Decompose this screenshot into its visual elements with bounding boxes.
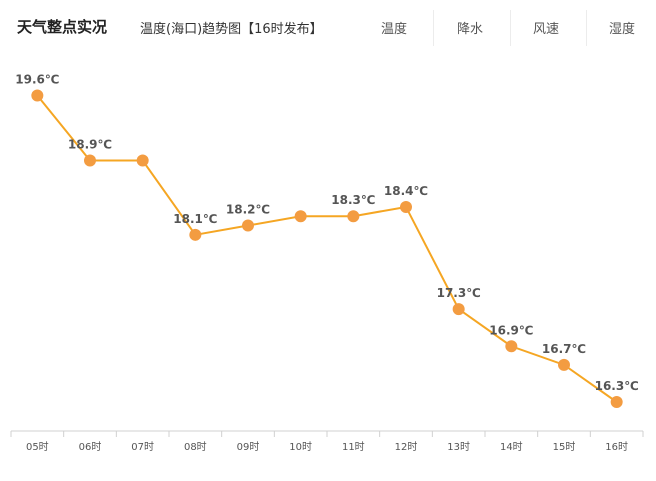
data-point bbox=[31, 89, 44, 102]
data-point bbox=[242, 219, 254, 232]
x-tick-label: 16时 bbox=[605, 441, 628, 453]
tab-wind-speed[interactable]: 风速 bbox=[533, 22, 560, 37]
x-tick-label: 09时 bbox=[237, 441, 260, 453]
x-tick-label: 10时 bbox=[289, 441, 312, 453]
data-label: 16.3℃ bbox=[595, 379, 639, 393]
data-point bbox=[400, 200, 412, 213]
data-point bbox=[84, 154, 96, 167]
data-point bbox=[189, 228, 202, 241]
data-point bbox=[610, 396, 623, 408]
data-point bbox=[505, 340, 518, 353]
data-label: 19.6℃ bbox=[15, 73, 59, 87]
tab-temperature[interactable]: 温度 bbox=[381, 22, 408, 37]
data-point bbox=[294, 210, 307, 223]
data-label: 17.3℃ bbox=[437, 286, 481, 300]
x-tick-label: 14时 bbox=[500, 441, 523, 453]
data-label: 18.2℃ bbox=[226, 203, 270, 217]
data-point bbox=[136, 154, 149, 167]
tab-humidity[interactable]: 湿度 bbox=[609, 22, 636, 37]
series-line bbox=[36, 94, 618, 403]
tab-divider bbox=[510, 10, 511, 46]
data-point bbox=[347, 210, 360, 223]
x-tick-label: 13时 bbox=[447, 441, 470, 453]
data-label: 16.9℃ bbox=[489, 323, 533, 337]
chart-subtitle: 温度(海口)趋势图【16时发布】 bbox=[140, 22, 323, 37]
app-title: 天气整点实况 bbox=[17, 18, 108, 36]
data-label: 16.7℃ bbox=[542, 342, 586, 356]
data-label: 18.4℃ bbox=[384, 184, 428, 198]
x-tick-label: 11时 bbox=[342, 441, 365, 453]
x-tick-label: 12时 bbox=[395, 441, 418, 453]
x-tick-label: 08时 bbox=[184, 441, 207, 453]
data-label: 18.9℃ bbox=[68, 138, 112, 152]
temperature-chart: 19.6℃ 18.9℃ 18.1℃ 18.2℃ 18.3℃ 18.4℃ 17.3℃ 16.9℃… bbox=[0, 48, 656, 481]
x-tick-label: 15时 bbox=[553, 441, 576, 453]
tab-divider bbox=[586, 10, 587, 46]
data-point bbox=[558, 358, 570, 371]
tab-divider bbox=[433, 10, 434, 46]
x-tick-label: 05时 bbox=[26, 441, 49, 453]
tab-precipitation[interactable]: 降水 bbox=[457, 22, 484, 37]
chart-svg: 19.6℃ 18.9℃ 18.1℃ 18.2℃ 18.3℃ 18.4℃ 17.3℃ 16.9℃… bbox=[10, 73, 644, 453]
data-label: 18.1℃ bbox=[173, 212, 217, 226]
x-tick-label: 06时 bbox=[79, 441, 102, 453]
data-label: 18.3℃ bbox=[331, 193, 375, 207]
x-tick-label: 07时 bbox=[131, 441, 154, 453]
data-point bbox=[452, 303, 465, 316]
header: 天气整点实况 温度(海口)趋势图【16时发布】 温度 降水 风速 湿度 bbox=[0, 0, 656, 48]
